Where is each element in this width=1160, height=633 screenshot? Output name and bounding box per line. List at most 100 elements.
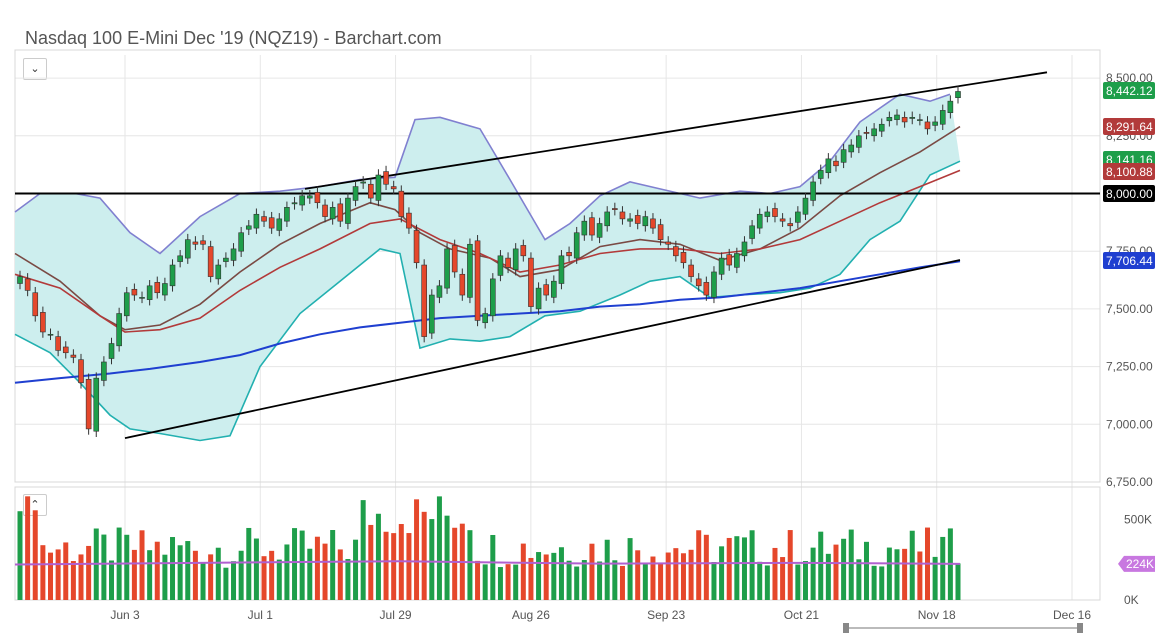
candle-up (551, 280, 557, 298)
volume-bar (482, 564, 488, 600)
volume-bar (520, 543, 526, 600)
volume-bar (543, 554, 549, 600)
volume-bar (490, 534, 496, 600)
volume-bar (902, 548, 908, 600)
candle-down (688, 264, 694, 277)
candle-down (367, 183, 374, 199)
volume-bar (70, 561, 76, 600)
volume-bar (658, 563, 664, 600)
candle-up (848, 144, 855, 153)
volume-bar (894, 549, 900, 600)
volume-bar (833, 544, 839, 600)
volume-bar (856, 559, 862, 600)
candle-up (17, 276, 23, 284)
candle-down (779, 218, 786, 222)
candle-up (947, 100, 954, 114)
candle-up (245, 225, 252, 230)
moving-average-long (14, 260, 961, 384)
candle-up (139, 297, 145, 299)
volume-bar (78, 554, 84, 600)
volume-bar (871, 565, 877, 600)
volume-bar (795, 564, 801, 600)
volume-bar (429, 519, 435, 600)
volume-bar (635, 550, 641, 600)
candle-down (520, 245, 527, 257)
candle-down (200, 240, 206, 245)
price-tag (1103, 252, 1155, 269)
volume-bar (55, 549, 61, 600)
volume-bar (597, 561, 603, 600)
volume-bar (32, 510, 38, 600)
candle-down (787, 223, 794, 227)
candle-up (123, 292, 130, 317)
volume-bar (688, 549, 694, 600)
volume-bar (719, 546, 725, 600)
volume-bar (154, 541, 160, 600)
x-tick-label: Nov 18 (918, 608, 956, 622)
candle-down (703, 282, 710, 296)
price-tags: 8,442.128,291.648,141.168,100.888,000.00… (1103, 82, 1155, 572)
candles (17, 85, 961, 437)
volume-bar (741, 537, 747, 600)
volume-bar (528, 557, 534, 600)
volume-bar (269, 550, 275, 600)
volume-bar (276, 559, 282, 600)
volume-bar (589, 543, 595, 600)
volume-bar (299, 530, 305, 600)
candle-down (70, 354, 77, 358)
volume-bar (215, 547, 221, 600)
volume-bar (642, 564, 648, 600)
volume-bar (383, 531, 389, 600)
volume-bar (780, 557, 786, 600)
candle-up (306, 195, 313, 199)
candle-up (375, 174, 382, 201)
volume-bar (886, 547, 892, 600)
volume-bar (772, 547, 778, 600)
candle-down (55, 336, 61, 351)
candle-down (543, 284, 549, 296)
candle-down (901, 117, 908, 123)
candle-down (863, 132, 870, 134)
volume-bar (391, 533, 397, 600)
collapse-chevron-down-icon[interactable]: ⌄ (23, 58, 47, 80)
volume-bar (147, 550, 153, 600)
candle-up (230, 248, 237, 261)
candle-down (421, 264, 427, 337)
candle-up (817, 170, 824, 179)
volume-tick-label: 500K (1124, 512, 1152, 526)
volume-bar (841, 538, 847, 600)
y-tick-label: 6,750.00 (1106, 475, 1153, 489)
candle-down (32, 292, 39, 317)
candle-up (299, 195, 305, 206)
candle-up (276, 218, 283, 231)
candle-up (596, 223, 603, 238)
volume-bar (749, 530, 755, 600)
candle-up (93, 377, 100, 432)
candle-up (734, 253, 740, 268)
upper-trendline (304, 71, 1048, 190)
price-tag-label: 8,442.12 (1106, 84, 1153, 98)
price-tag-label: 8,100.88 (1106, 165, 1153, 179)
volume-bar (909, 530, 915, 600)
volume-bar (375, 513, 381, 600)
candle-up (535, 287, 542, 310)
candle-up (284, 207, 290, 222)
candle-down (261, 216, 267, 222)
candle-down (314, 192, 321, 204)
volume-bar (109, 560, 115, 600)
candle-down (459, 273, 466, 296)
candle-up (878, 123, 885, 132)
volume-bar (452, 527, 458, 600)
candle-up (101, 361, 107, 381)
candle-up (482, 313, 488, 324)
candle-down (726, 254, 733, 266)
candle-up (604, 211, 611, 227)
volume-bar (764, 565, 770, 600)
candle-up (360, 181, 366, 184)
bollinger-lower-line (14, 160, 961, 442)
scroll-handle-left (843, 623, 849, 633)
candle-up (497, 255, 504, 276)
y-tick-label: 7,500.00 (1106, 302, 1153, 316)
volume-bar (650, 556, 656, 600)
candle-up (238, 232, 244, 252)
